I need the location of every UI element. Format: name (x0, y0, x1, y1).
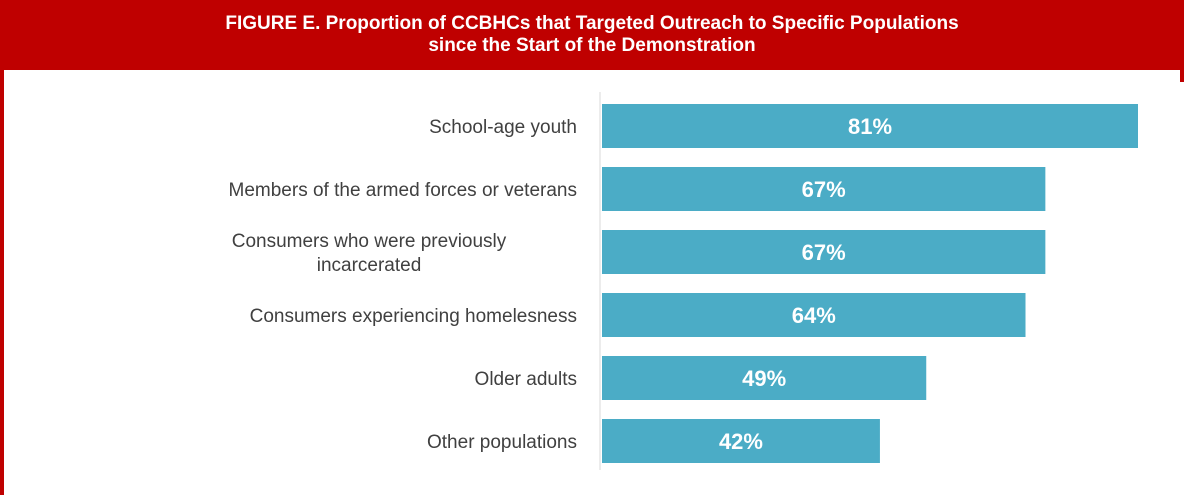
bar-value-label: 67% (802, 240, 846, 265)
bar (602, 419, 880, 463)
category-label: Consumers experiencing homelesness (250, 306, 577, 327)
category-label-line: Consumers who were previously (232, 231, 507, 252)
bar (602, 104, 1138, 148)
bar-value-label: 81% (848, 114, 892, 139)
figure-title-line-1: FIGURE E. Proportion of CCBHCs that Targ… (225, 13, 959, 34)
bars-group (602, 104, 1138, 463)
category-label: Members of the armed forces or veterans (229, 180, 577, 201)
figure-title-line-2: since the Start of the Demonstration (428, 35, 756, 56)
category-label: Older adults (475, 369, 577, 390)
figure-title: FIGURE E. Proportion of CCBHCs that Targ… (0, 0, 1184, 70)
bar (602, 293, 1026, 337)
bar-value-label: 67% (802, 177, 846, 202)
category-label-line: incarcerated (317, 255, 422, 276)
category-label: School-age youth (429, 117, 577, 138)
bar-value-label: 49% (742, 366, 786, 391)
bar (602, 167, 1046, 211)
bar-value-label: 64% (792, 303, 836, 328)
value-labels-group: 81% 67% 67% 64% 49% 42% (719, 114, 892, 454)
category-labels-group: School-age youth Members of the armed for… (229, 117, 577, 453)
bar (602, 230, 1046, 274)
bar-value-label: 42% (719, 429, 763, 454)
bar (602, 356, 927, 400)
frame-right-border (1180, 70, 1184, 82)
category-label: Consumers who were previously incarcerate… (232, 231, 507, 276)
category-label: Other populations (427, 432, 577, 453)
frame-left-border (0, 70, 4, 495)
